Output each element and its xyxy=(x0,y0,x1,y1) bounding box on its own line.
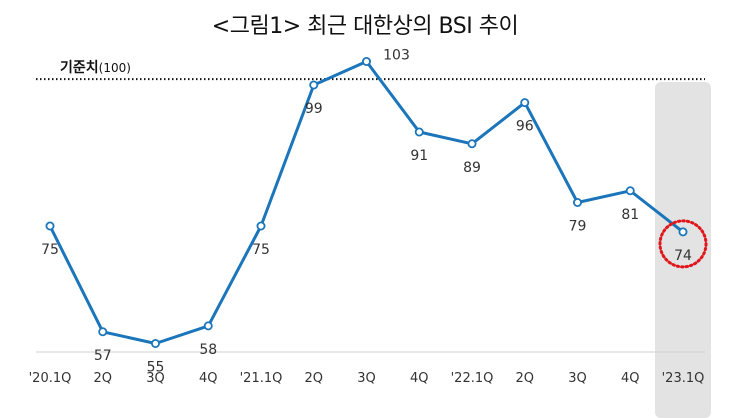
data-label: 55 xyxy=(147,360,165,376)
x-tick-label: 4Q xyxy=(621,371,640,386)
reference-label-text: 기준치 xyxy=(60,60,99,76)
x-tick-label: 2Q xyxy=(304,371,323,386)
x-tick-label: 2Q xyxy=(515,371,534,386)
reference-label: 기준치(100) xyxy=(60,60,131,76)
x-tick-label: '23.1Q xyxy=(662,371,705,386)
data-point xyxy=(625,186,635,196)
series-line xyxy=(48,60,684,345)
x-tick-label: 3Q xyxy=(568,371,587,386)
data-point xyxy=(98,327,108,337)
data-label: 75 xyxy=(41,242,59,258)
x-tick-label: '20.1Q xyxy=(29,371,72,386)
reference-label-value: (100) xyxy=(99,61,131,75)
data-point xyxy=(414,127,424,137)
data-label: 58 xyxy=(199,342,217,358)
data-label: 103 xyxy=(383,48,410,64)
x-tick-labels: '20.1Q 2Q 3Q 4Q '21.1Q 2Q 3Q 4Q '22.1Q 2Q 3Q 4Q '23.… xyxy=(29,371,705,386)
data-label: 57 xyxy=(94,348,112,364)
data-label: 99 xyxy=(305,101,323,117)
data-point xyxy=(203,321,213,331)
highlight-band xyxy=(655,82,711,418)
chart-title: <그림1> 최근 대한상의 BSI 추이 xyxy=(211,14,519,39)
data-label: 96 xyxy=(516,119,534,135)
reference-line-group: 기준치(100) xyxy=(36,60,705,81)
data-point xyxy=(361,57,371,67)
data-label: 79 xyxy=(569,219,587,235)
data-label: 75 xyxy=(252,242,270,258)
data-label: 91 xyxy=(410,148,428,164)
x-tick-label: '22.1Q xyxy=(451,371,494,386)
data-point xyxy=(309,80,319,90)
data-label: 74 xyxy=(674,248,692,264)
data-point xyxy=(467,139,477,149)
x-tick-label: 4Q xyxy=(410,371,429,386)
data-point xyxy=(150,338,160,348)
x-tick-label: '21.1Q xyxy=(240,371,283,386)
data-point xyxy=(678,227,688,237)
x-tick-label: 2Q xyxy=(93,371,112,386)
data-point xyxy=(520,98,530,108)
x-tick-label: 4Q xyxy=(199,371,218,386)
x-tick-label: 3Q xyxy=(146,371,165,386)
data-label: 89 xyxy=(463,160,481,176)
data-labels: 75 57 55 58 75 99 103 91 89 96 79 81 74 xyxy=(41,48,692,376)
data-points xyxy=(45,57,688,348)
data-point xyxy=(573,197,583,207)
data-point xyxy=(256,221,266,231)
data-label: 81 xyxy=(621,207,639,223)
data-point xyxy=(45,221,55,231)
x-tick-label: 3Q xyxy=(357,371,376,386)
highlight-circle xyxy=(658,219,708,269)
